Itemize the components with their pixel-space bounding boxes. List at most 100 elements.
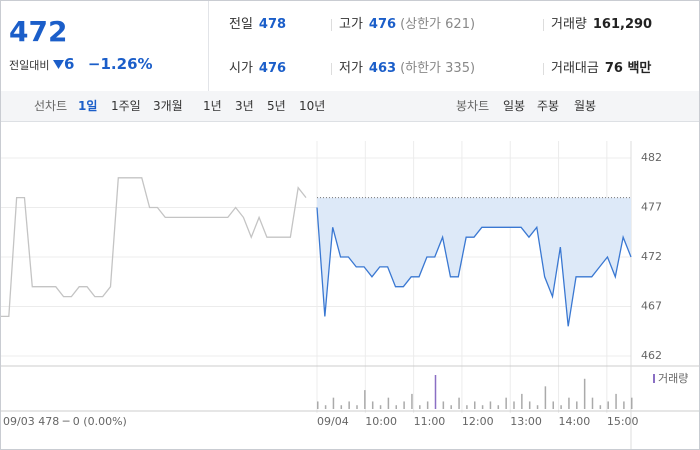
volume-bar (419, 405, 421, 409)
header: 472 전일대비 6 −1.26% 전일 478 고가 476 (상한가 621) 거래량… (1, 1, 699, 92)
footer-info: 09/03 478 ─ 0 (0.00%) (3, 415, 127, 428)
volume-bar (434, 375, 437, 409)
x-tick-label: 13:00 (510, 415, 542, 428)
info-value: 476 (258, 61, 287, 76)
legend-swatch (653, 374, 655, 383)
volume-bar (544, 386, 547, 409)
tab[interactable]: 5년 (267, 99, 286, 113)
change-value: 6 (63, 55, 75, 73)
tab[interactable]: 1일 (78, 99, 98, 113)
volume-bar (583, 378, 586, 409)
volume-bar (411, 393, 413, 409)
tab[interactable]: 10년 (299, 99, 326, 113)
volume-bar (505, 397, 507, 409)
price-line (1, 177, 307, 318)
separator (543, 19, 544, 31)
chart: 462 467 472 477 482 09/04 10:00 11:00 12:00 13:00… (1, 141, 699, 449)
volume-bar (489, 401, 492, 409)
volume-bar (623, 401, 625, 409)
info-note: (상한가 621) (400, 17, 476, 32)
info-cell: 전일 478 (229, 15, 286, 35)
volume-bar (528, 401, 531, 409)
x-tick-label: 11:00 (414, 415, 446, 428)
info-label: 전일 (229, 17, 253, 32)
tab-bar: 선차트 1일 1주일 3개월 1년 3년 5년 10년 봉차트 일봉 주봉 월봉 (1, 91, 699, 122)
volume-bar (442, 401, 445, 409)
price: 472 (9, 15, 68, 48)
tab-group-label: 봉차트 (456, 99, 490, 113)
volume-bar (466, 405, 468, 409)
info-label: 거래량 (551, 17, 587, 32)
tab[interactable]: 3개월 (153, 99, 183, 113)
tab[interactable]: 주봉 (537, 99, 560, 113)
change-pct: −1.26% (87, 55, 153, 73)
info-label: 시가 (229, 61, 253, 76)
volume-bar (387, 397, 390, 409)
x-tick-label: 10:00 (365, 415, 397, 428)
tab[interactable]: 1주일 (111, 99, 141, 113)
volume-bar (497, 405, 500, 409)
price-box: 472 전일대비 6 −1.26% (1, 1, 209, 91)
x-tick-label: 12:00 (462, 415, 494, 428)
info-label: 거래대금 (551, 61, 599, 76)
info-cell: 시가 476 (229, 59, 286, 79)
info-cell: 고가 476 (상한가 621) (339, 15, 475, 35)
volume-bar (513, 401, 515, 409)
y-tick-label: 482 (641, 151, 662, 164)
separator (331, 19, 332, 31)
x-tick-label: 14:00 (559, 415, 591, 428)
volume-bar (379, 405, 382, 409)
y-tick-label: 467 (641, 300, 662, 313)
tab-group-label: 선차트 (34, 99, 68, 113)
volume-bar (324, 405, 327, 409)
info-value: 76 백만 (604, 61, 652, 76)
x-tick-label: 15:00 (607, 415, 639, 428)
tab[interactable]: 일봉 (503, 99, 526, 113)
info-label: 저가 (339, 61, 363, 76)
volume-bar (481, 405, 484, 409)
volume-bar (615, 393, 617, 409)
volume-bar (356, 405, 358, 409)
price-line (316, 207, 632, 327)
separator (543, 63, 544, 75)
y-tick-label: 472 (641, 250, 662, 263)
change: 전일대비 6 −1.26% (9, 55, 153, 73)
volume-bar (332, 397, 335, 409)
volume-bar (364, 390, 366, 409)
info-value: 478 (258, 17, 287, 32)
volume-bar (552, 401, 554, 409)
volume-bar (591, 397, 594, 409)
info-cell: 거래량 161,290 (551, 15, 652, 35)
volume-bar (521, 393, 523, 409)
volume-bar (403, 401, 405, 409)
volume-bar (458, 397, 460, 409)
info-value: 161,290 (592, 17, 653, 32)
volume-bar (317, 401, 319, 409)
volume-bar (426, 401, 429, 409)
volume-bar (371, 401, 374, 409)
volume-bar (450, 405, 452, 409)
volume-bar (631, 397, 633, 409)
y-tick-label: 477 (641, 201, 662, 214)
volume-bar (560, 405, 562, 409)
tab[interactable]: 1년 (203, 99, 222, 113)
volume-bar (599, 405, 602, 409)
tab[interactable]: 월봉 (574, 99, 597, 113)
tab[interactable]: 3년 (235, 99, 254, 113)
info-cell: 저가 463 (하한가 335) (339, 59, 475, 79)
separator (331, 63, 332, 75)
info-note: (하한가 335) (400, 61, 476, 76)
info-value: 463 (368, 61, 397, 76)
x-tick-label: 09/04 (317, 415, 349, 428)
legend-label: 거래량 (658, 372, 688, 385)
change-label: 전일대비 (9, 59, 50, 72)
down-icon (52, 60, 64, 69)
info-label: 고가 (339, 17, 363, 32)
volume-bar (576, 401, 578, 409)
y-tick-label: 462 (641, 349, 662, 362)
info-cell: 거래대금 76 백만 (551, 59, 651, 79)
volume-bar (607, 401, 609, 409)
info-value: 476 (368, 17, 397, 32)
volume-bar (568, 397, 570, 409)
